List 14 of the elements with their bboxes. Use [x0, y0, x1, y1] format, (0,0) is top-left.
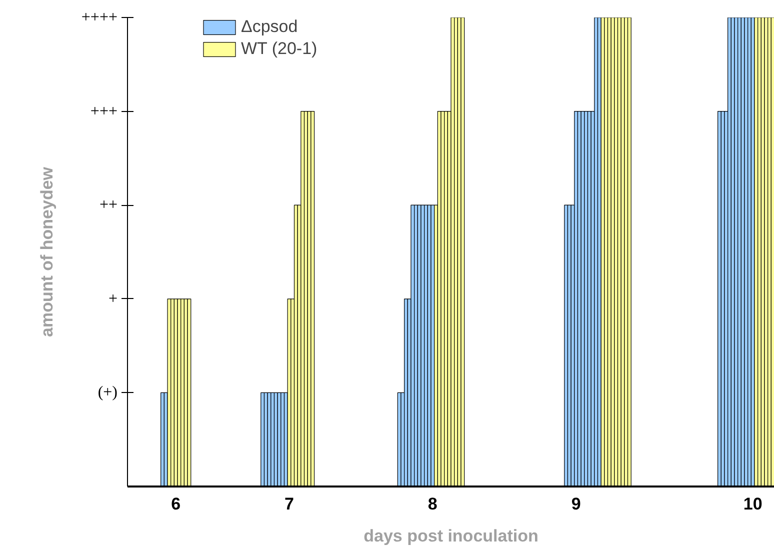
x-tick-label: 10	[743, 494, 762, 514]
x-tick-label: 6	[171, 494, 181, 514]
text: +	[108, 290, 118, 308]
text: ++++	[81, 9, 118, 26]
legend-label: WT (20-1)	[241, 39, 318, 59]
text: (+)	[98, 384, 118, 402]
x-tick-label: 8	[428, 494, 438, 514]
text: ++	[99, 196, 118, 214]
y-axis-title: amount of honeydew	[37, 166, 56, 337]
text: +++	[90, 102, 118, 120]
x-axis-title: days post inoculation	[364, 526, 538, 546]
legend-label: Δcpsod	[241, 17, 298, 37]
x-tick-label: 7	[284, 494, 294, 514]
x-tick-label: 9	[571, 494, 581, 514]
